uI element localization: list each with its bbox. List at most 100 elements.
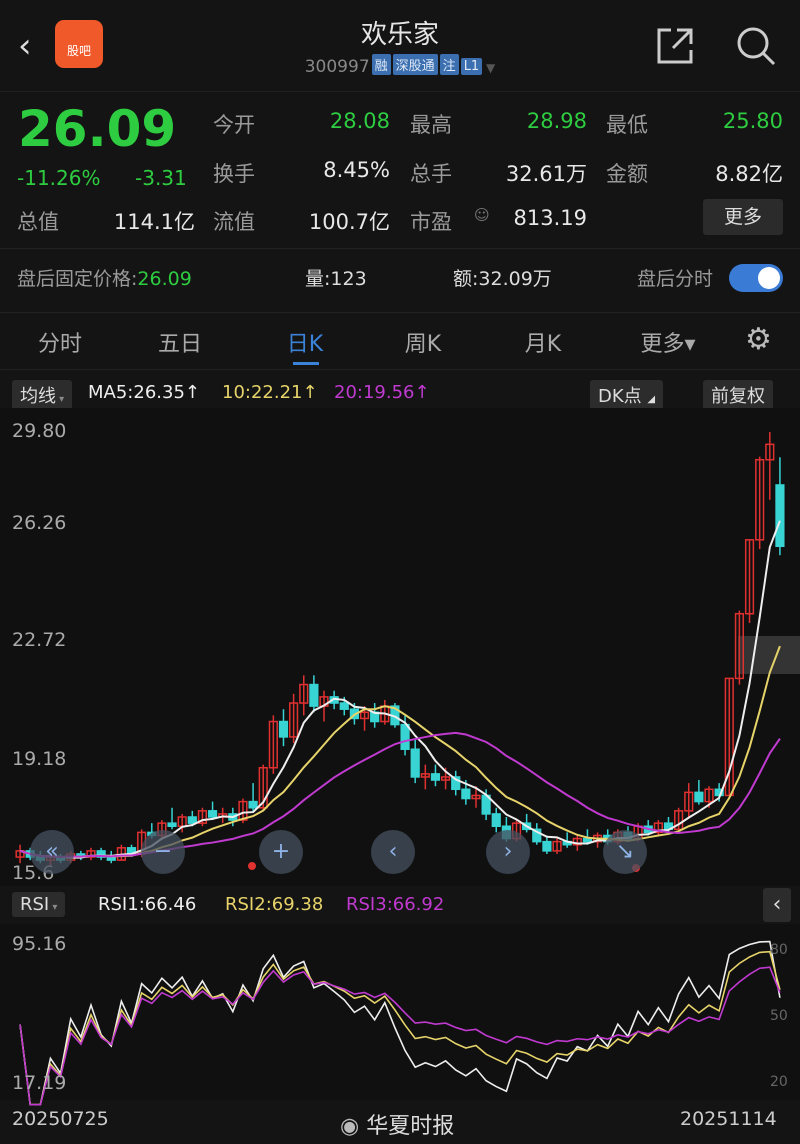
candle-body bbox=[238, 800, 248, 821]
after-hours-volume: 量:123 bbox=[305, 268, 367, 290]
watermark: ◉ 华夏时报 bbox=[340, 1108, 454, 1140]
label-amount: 金额 bbox=[606, 162, 648, 186]
value-open: 28.08 bbox=[329, 109, 390, 133]
label-float-cap: 流值 bbox=[213, 210, 255, 234]
search-icon[interactable] bbox=[734, 24, 778, 68]
rsi1-line bbox=[19, 940, 781, 1106]
candle-body bbox=[674, 810, 684, 831]
label-open: 今开 bbox=[213, 113, 255, 137]
rsi-right-tick: 50 bbox=[770, 1008, 788, 1024]
price-tick: 29.80 bbox=[12, 420, 67, 442]
after-hours-toggle[interactable] bbox=[729, 264, 783, 292]
after-hours-price: 盘后固定价格:26.09 bbox=[17, 264, 192, 291]
candle-body bbox=[775, 484, 785, 548]
rsi-selector-label: RSI bbox=[20, 894, 50, 915]
stock-code-row[interactable]: 300997 融深股通注 L1 ▼ bbox=[0, 54, 800, 77]
candle-body bbox=[187, 816, 197, 824]
value-pe: 813.19 bbox=[513, 206, 587, 230]
candle-body bbox=[86, 850, 96, 858]
candle-body bbox=[542, 840, 552, 852]
price-tick: 26.26 bbox=[12, 512, 67, 534]
value-market-cap: 114.1亿 bbox=[113, 210, 195, 234]
info-icon[interactable]: ☺ bbox=[474, 206, 490, 224]
value-turnover: 8.45% bbox=[323, 158, 390, 182]
rsi-plot-area bbox=[0, 924, 800, 1100]
candle-body bbox=[309, 683, 319, 707]
header bbox=[0, 0, 800, 92]
settings-gear-icon[interactable]: ⚙ bbox=[745, 322, 772, 357]
candle-body bbox=[471, 794, 481, 800]
active-tab-indicator bbox=[293, 362, 319, 365]
period-tabs bbox=[0, 312, 800, 370]
rsi-right-tick: 20 bbox=[770, 1074, 788, 1090]
candle-body bbox=[755, 458, 765, 541]
divider bbox=[0, 248, 800, 249]
after-hours-amount: 额:32.09万 bbox=[453, 268, 552, 290]
candle-body bbox=[765, 443, 775, 461]
collapse-button[interactable]: ↘ bbox=[603, 830, 647, 874]
tab-weekly-k[interactable]: 周K bbox=[404, 332, 442, 357]
candle-body bbox=[532, 828, 542, 843]
tag-connect: 深股通 bbox=[392, 54, 438, 75]
tab-intraday[interactable]: 分时 bbox=[37, 332, 82, 357]
zoom-in-button[interactable]: + bbox=[259, 830, 303, 874]
tab-monthly-k[interactable]: 月K bbox=[524, 332, 562, 357]
tab-daily-k[interactable]: 日K bbox=[286, 332, 324, 357]
candle-body bbox=[96, 850, 106, 858]
rsi-right-tick: 80 bbox=[770, 942, 788, 958]
adjust-button[interactable]: 前复权 bbox=[703, 380, 773, 410]
label-market-cap: 总值 bbox=[17, 210, 59, 234]
candle-body bbox=[289, 702, 299, 738]
after-hours-toggle-label: 盘后分时 bbox=[637, 268, 714, 290]
candle-body bbox=[684, 791, 694, 812]
candle-body bbox=[420, 773, 430, 778]
ma10-value: 10:22.21↑ bbox=[222, 382, 318, 403]
candle-body bbox=[430, 773, 441, 781]
candle-body bbox=[461, 788, 471, 800]
back-icon[interactable]: ‹ bbox=[18, 26, 32, 66]
scroll-start-button[interactable]: « bbox=[30, 830, 74, 874]
rsi3-line bbox=[19, 966, 781, 1106]
dk-label: DK点 bbox=[598, 386, 642, 407]
candle-body bbox=[258, 766, 268, 809]
tab-five-day[interactable]: 五日 bbox=[157, 332, 202, 357]
candle-body bbox=[106, 856, 116, 861]
tag-registered: 注 bbox=[439, 54, 459, 75]
chevron-down-icon[interactable]: ▼ bbox=[482, 61, 496, 75]
label-high: 最高 bbox=[410, 113, 452, 137]
zoom-out-button[interactable]: − bbox=[141, 830, 185, 874]
candle-body bbox=[197, 810, 208, 824]
last-price: 26.09 bbox=[18, 100, 177, 158]
rsi1-value: RSI1:66.46 bbox=[98, 894, 197, 915]
candle-body bbox=[724, 677, 734, 797]
label-pe: 市盈 bbox=[410, 210, 452, 234]
tab-more[interactable]: 更多▾ bbox=[640, 332, 696, 357]
more-button[interactable]: 更多 bbox=[703, 199, 783, 235]
weibo-icon: ◉ bbox=[340, 1114, 360, 1139]
share-icon[interactable] bbox=[655, 26, 695, 66]
ma-selector[interactable]: 均线 ▾ bbox=[12, 380, 73, 410]
candle-body bbox=[653, 822, 663, 834]
label-turnover: 换手 bbox=[213, 162, 255, 186]
collapse-indicator-button[interactable]: ‹ bbox=[763, 888, 791, 922]
scroll-right-button[interactable]: › bbox=[486, 830, 530, 874]
dk-point-button[interactable]: DK点 ◢ bbox=[590, 380, 664, 410]
candle-body bbox=[440, 776, 451, 781]
app-logo-icon[interactable]: 股吧 bbox=[55, 20, 103, 68]
candle-body bbox=[572, 837, 582, 846]
candle-body bbox=[167, 822, 177, 827]
candle-body bbox=[582, 837, 593, 843]
rsi-tick: 95.16 bbox=[12, 933, 67, 955]
price-tick: 19.18 bbox=[12, 748, 67, 770]
rsi-selector[interactable]: RSI ▾ bbox=[12, 892, 66, 917]
scroll-left-button[interactable]: ‹ bbox=[371, 830, 415, 874]
candle-body bbox=[694, 791, 704, 803]
candle-body bbox=[359, 711, 370, 720]
change-amount: -3.31 bbox=[135, 166, 187, 190]
candle-body bbox=[299, 683, 309, 704]
watermark-text: 华夏时报 bbox=[366, 1114, 455, 1139]
rsi3-value: RSI3:66.92 bbox=[346, 894, 445, 915]
value-amount: 8.82亿 bbox=[715, 162, 783, 186]
stock-code: 300997 bbox=[304, 57, 370, 77]
